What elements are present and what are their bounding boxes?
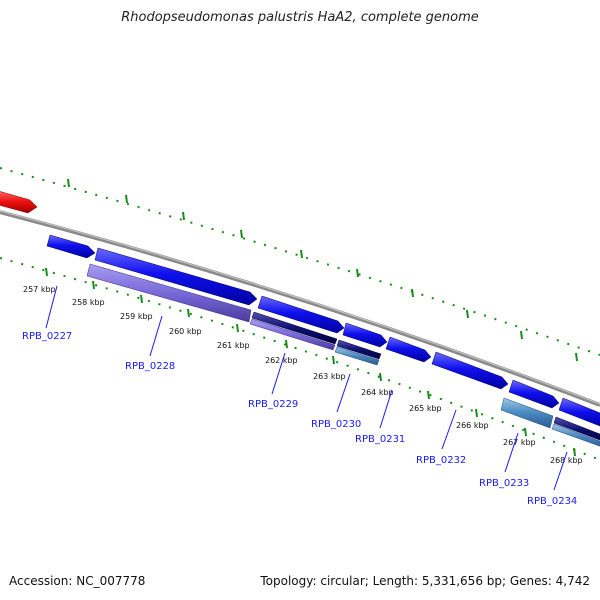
major-tick bbox=[573, 447, 576, 457]
major-tick bbox=[427, 390, 430, 400]
gene-feature[interactable] bbox=[86, 263, 252, 323]
major-tick bbox=[524, 427, 527, 437]
major-tick bbox=[67, 178, 70, 188]
major-tick bbox=[300, 249, 303, 259]
scale-label: 258 kbp bbox=[72, 298, 105, 307]
major-tick bbox=[411, 288, 414, 298]
cds-arrow[interactable] bbox=[342, 322, 388, 348]
accession-label: Accession: NC_007778 bbox=[9, 574, 146, 588]
inner-major-ticks bbox=[45, 267, 576, 457]
scale-label: 262 kbp bbox=[265, 356, 298, 365]
major-tick bbox=[520, 330, 523, 340]
page-title: Rhodopseudomonas palustris HaA2, complet… bbox=[121, 10, 479, 25]
genome-backbone bbox=[0, 210, 600, 407]
gene-feature[interactable] bbox=[249, 318, 336, 351]
scale-labels: 257 kbp 258 kbp 259 kbp 260 kbp 261 kbp 262 k… bbox=[23, 285, 583, 465]
gene-label[interactable]: RPB_0230 bbox=[311, 419, 361, 430]
major-tick bbox=[475, 408, 478, 418]
gene-label[interactable]: RPB_0231 bbox=[355, 434, 405, 445]
gene-label[interactable]: RPB_0228 bbox=[125, 361, 175, 372]
gene-feature[interactable] bbox=[551, 423, 600, 448]
scale-label: 268 kbp bbox=[550, 456, 583, 465]
outer-major-ticks bbox=[67, 178, 578, 362]
scale-label: 260 kbp bbox=[169, 327, 202, 336]
scale-label: 261 kbp bbox=[217, 341, 250, 350]
gene-leader-line bbox=[379, 389, 393, 429]
major-tick bbox=[236, 323, 239, 333]
gene-feature[interactable] bbox=[500, 397, 554, 429]
major-tick bbox=[140, 294, 143, 304]
gene-label[interactable]: RPB_0233 bbox=[479, 478, 529, 489]
major-tick bbox=[240, 229, 243, 239]
gene-leader-line bbox=[504, 432, 519, 473]
cds-arrow[interactable] bbox=[257, 295, 345, 334]
genome-summary: Topology: circular; Length: 5,331,656 bp… bbox=[260, 574, 590, 588]
gene-label[interactable]: RPB_0227 bbox=[22, 331, 72, 342]
inner-scale-ring bbox=[0, 257, 600, 461]
gene-feature[interactable] bbox=[251, 311, 338, 345]
gene-feature[interactable] bbox=[553, 416, 600, 442]
gene-leader-line bbox=[149, 315, 163, 357]
gene-leader-line bbox=[553, 451, 568, 491]
gene-feature[interactable] bbox=[334, 346, 380, 366]
gene-leader-line bbox=[271, 352, 286, 395]
major-tick bbox=[187, 308, 190, 318]
major-tick bbox=[45, 267, 48, 277]
outer-scale-ring bbox=[0, 167, 600, 356]
scale-label: 267 kbp bbox=[503, 438, 536, 447]
scale-label: 265 kbp bbox=[409, 404, 442, 413]
major-tick bbox=[125, 194, 128, 204]
forward-cds-track bbox=[46, 234, 600, 428]
cds-arrow[interactable] bbox=[558, 397, 600, 428]
cds-arrow[interactable] bbox=[94, 247, 258, 306]
cds-arrow[interactable] bbox=[46, 234, 96, 259]
cds-arrow[interactable] bbox=[385, 336, 432, 363]
gene-track bbox=[86, 263, 600, 448]
gene-leader-line bbox=[45, 285, 58, 329]
major-tick bbox=[466, 309, 469, 319]
cds-arrow[interactable] bbox=[508, 379, 560, 409]
gene-feature[interactable] bbox=[336, 339, 382, 360]
gene-leader-line bbox=[441, 409, 457, 450]
scale-label: 259 kbp bbox=[120, 312, 153, 321]
scale-label: 263 kbp bbox=[313, 372, 346, 381]
major-tick bbox=[575, 352, 578, 362]
major-tick bbox=[92, 280, 95, 290]
major-tick bbox=[182, 211, 185, 221]
major-tick bbox=[379, 372, 382, 382]
major-tick bbox=[285, 339, 288, 349]
gene-labels: RPB_0227 RPB_0228 RPB_0229 RPB_0230 RPB_0231… bbox=[22, 285, 577, 507]
scale-label: 257 kbp bbox=[23, 285, 56, 294]
gene-label[interactable]: RPB_0229 bbox=[248, 399, 298, 410]
scale-label: 266 kbp bbox=[456, 421, 489, 430]
cds-red-arrow[interactable] bbox=[0, 190, 38, 214]
major-tick bbox=[356, 268, 359, 278]
scale-label: 264 kbp bbox=[361, 388, 394, 397]
major-tick bbox=[332, 355, 335, 365]
gene-leader-line bbox=[336, 373, 351, 413]
cds-arrow[interactable] bbox=[431, 351, 509, 390]
gene-label[interactable]: RPB_0232 bbox=[416, 455, 466, 466]
gene-label[interactable]: RPB_0234 bbox=[527, 496, 577, 507]
